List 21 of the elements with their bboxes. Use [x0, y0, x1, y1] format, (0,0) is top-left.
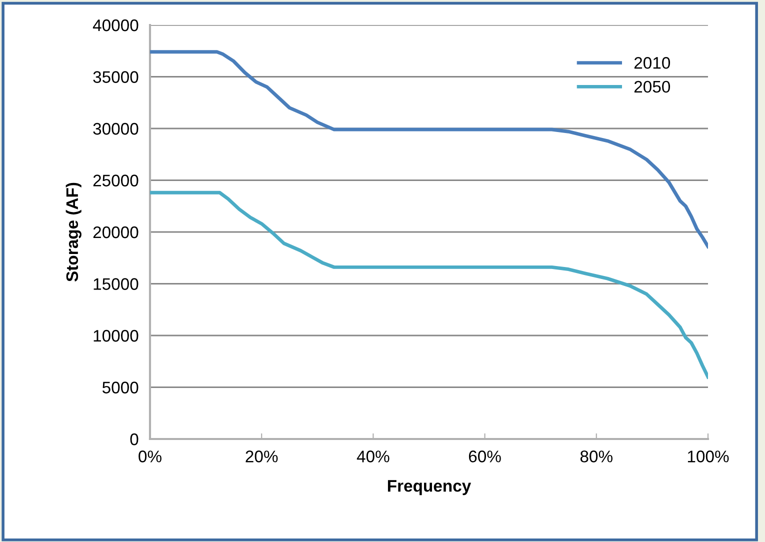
- y-tick-label: 25000: [93, 174, 138, 186]
- legend-label: 2010: [634, 57, 670, 69]
- y-tick-label: 40000: [92, 19, 138, 32]
- line-series: [150, 190, 708, 379]
- x-tick-label: 100%: [688, 450, 729, 462]
- x-tick-label: 60%: [468, 450, 501, 462]
- y-axis-title: Storage (AF): [66, 182, 82, 282]
- x-tick-label: 80%: [580, 450, 612, 462]
- y-tick-label: 15000: [94, 278, 138, 290]
- line-series: [150, 50, 708, 248]
- x-tick-label: 0%: [138, 450, 162, 462]
- x-axis-title: Frequency: [388, 480, 472, 496]
- x-tick-label: 40%: [356, 450, 390, 462]
- y-tick-label: 35000: [93, 71, 138, 83]
- x-tick-label: 20%: [246, 450, 278, 462]
- y-tick-label: 20000: [93, 226, 138, 238]
- y-tick-label: 30000: [93, 122, 138, 135]
- y-tick-label: 5000: [102, 382, 138, 394]
- y-tick-label: 10000: [94, 330, 138, 342]
- y-tick-label: 0: [130, 433, 138, 446]
- legend-label: 2050: [634, 80, 670, 93]
